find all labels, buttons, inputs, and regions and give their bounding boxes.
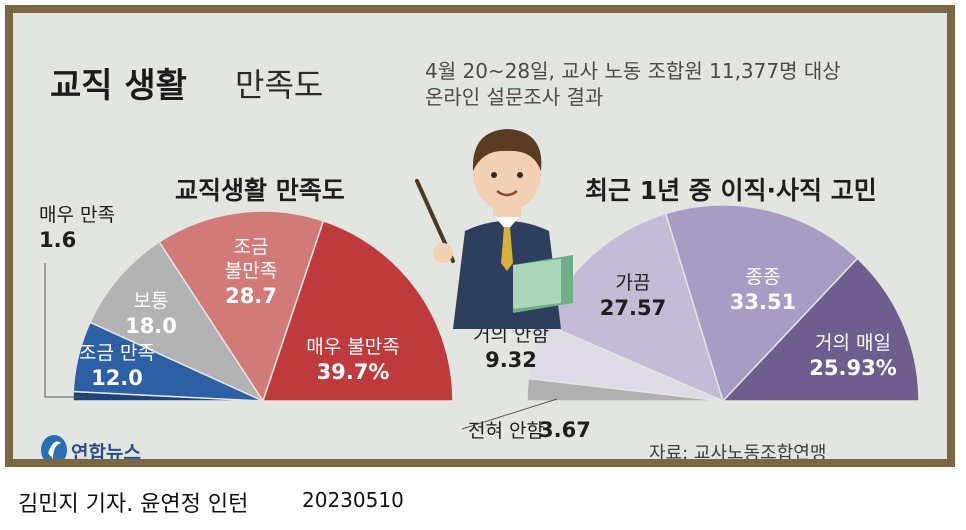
slice-satisfaction-4 bbox=[261, 219, 454, 402]
page-title-sub: 만족도 bbox=[235, 66, 324, 104]
slice-label: 매우 불만족 bbox=[306, 336, 399, 358]
slice-value: 12.0 bbox=[91, 366, 143, 390]
slice-value: 1.6 bbox=[39, 228, 76, 252]
slice-label: 거의 안함 bbox=[473, 324, 549, 346]
logo-icon bbox=[39, 433, 69, 459]
survey-note: 4월 20~28일, 교사 노동 조합원 11,377명 대상 온라인 설문조사… bbox=[425, 59, 841, 109]
slice-value: 18.0 bbox=[125, 314, 177, 338]
infographic-panel: 교직 생활 만족도 4월 20~28일, 교사 노동 조합원 11,377명 대… bbox=[13, 13, 947, 459]
slice-value: 33.51 bbox=[730, 290, 796, 314]
slice-value: 39.7% bbox=[317, 360, 390, 384]
logo-text: 연합뉴스 bbox=[71, 442, 141, 459]
slice-label: 거의 매일 bbox=[815, 332, 891, 354]
slice-satisfaction-3 bbox=[158, 210, 325, 403]
slice-label: 조금 bbox=[234, 236, 269, 258]
leader-line bbox=[44, 263, 85, 398]
slice-label: 불만족 bbox=[225, 260, 277, 282]
credit-date: 20230510 bbox=[302, 488, 404, 512]
slice-label: 매우 만족 bbox=[39, 204, 115, 226]
slice-value: 9.32 bbox=[485, 348, 537, 372]
page-title: 교직 생활 bbox=[50, 66, 187, 106]
slice-label: 전혀 안함 bbox=[468, 420, 544, 442]
chart-title-resignation: 최근 1년 중 이직·사직 고민 bbox=[585, 176, 877, 205]
leader-line bbox=[461, 398, 558, 430]
slice-label: 보통 bbox=[134, 290, 169, 312]
slice-satisfaction-2 bbox=[89, 240, 266, 403]
author-credit: 김민지 기자. 윤연정 인턴 bbox=[18, 492, 249, 517]
source-note: 자료: 교사노동조합연맹 bbox=[649, 443, 827, 459]
slice-resignation-4 bbox=[721, 257, 920, 402]
slice-value: 25.93% bbox=[809, 356, 896, 380]
slice-value: 27.57 bbox=[600, 296, 666, 320]
slice-label: 가끔 bbox=[616, 272, 651, 294]
chart-title-satisfaction: 교직생활 만족도 bbox=[175, 176, 345, 205]
slice-value: 3.67 bbox=[539, 418, 591, 442]
slice-value: 28.7 bbox=[225, 284, 277, 308]
slice-label: 종종 bbox=[746, 266, 781, 288]
slice-resignation-3 bbox=[664, 204, 859, 403]
slice-label: 조금 만족 bbox=[79, 342, 155, 364]
teacher-illustration bbox=[415, 129, 573, 329]
